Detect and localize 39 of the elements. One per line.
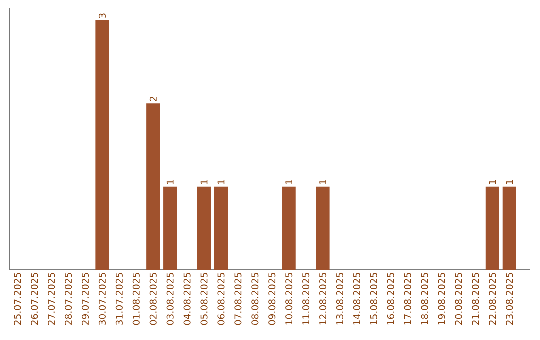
x-tick-label: 13.08.2025 <box>336 273 344 325</box>
x-tick-label: 12.08.2025 <box>319 273 327 325</box>
x-tick-label: 17.08.2025 <box>404 273 412 325</box>
x-tick-label: 25.07.2025 <box>14 273 22 326</box>
x-tick-label: 29.07.2025 <box>82 273 90 326</box>
x-tick-label: 26.07.2025 <box>31 273 38 326</box>
x-tick-label: 07.08.2025 <box>234 273 242 326</box>
x-tick-label: 05.08.2025 <box>200 273 208 326</box>
data-label: 1 <box>218 180 225 184</box>
x-tick-label: 22.08.2025 <box>489 273 496 326</box>
x-tick-label: 02.08.2025 <box>150 273 157 326</box>
x-tick-label: 31.07.2025 <box>116 273 123 325</box>
x-tick-label: 27.07.2025 <box>48 273 56 326</box>
x-tick-label: 19.08.2025 <box>438 273 446 325</box>
x-tick-label: 14.08.2025 <box>353 273 360 325</box>
x-tick-label: 18.08.2025 <box>421 273 428 325</box>
data-label: 1 <box>166 180 174 184</box>
x-tick-label: 30.07.2025 <box>98 273 106 325</box>
data-label: 1 <box>506 180 514 184</box>
data-label: 3 <box>98 14 106 18</box>
x-tick-label: 04.08.2025 <box>184 273 191 326</box>
data-label: 2 <box>150 97 157 102</box>
x-tick-label: 10.08.2025 <box>286 273 293 325</box>
x-tick-label: 11.08.2025 <box>302 273 310 325</box>
x-tick-label: 20.08.2025 <box>455 273 462 326</box>
x-tick-label: 16.08.2025 <box>387 273 394 325</box>
x-tick-label: 21.08.2025 <box>472 273 480 326</box>
data-label: 1 <box>489 180 496 184</box>
x-tick-label: 09.08.2025 <box>268 273 276 326</box>
data-label: 1 <box>200 180 208 184</box>
x-tick-label: 03.08.2025 <box>166 273 174 326</box>
x-tick-label: 15.08.2025 <box>370 273 378 325</box>
data-label: 1 <box>320 180 326 184</box>
x-tick-label: 23.08.2025 <box>506 273 514 326</box>
x-tick-label: 01.08.2025 <box>132 273 140 326</box>
x-tick-label: 28.07.2025 <box>65 273 72 326</box>
x-tick-label: 06.08.2025 <box>218 273 225 326</box>
x-tick-label: 08.08.2025 <box>252 273 259 326</box>
data-label: 1 <box>286 180 292 184</box>
